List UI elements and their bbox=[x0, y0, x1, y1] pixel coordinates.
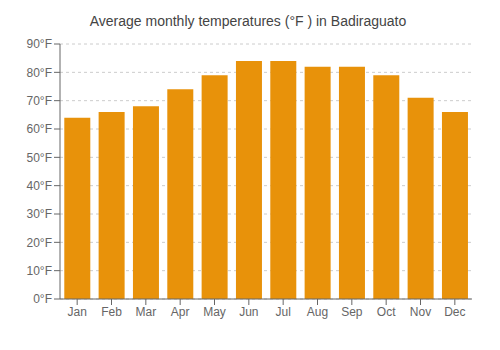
svg-text:10°F: 10°F bbox=[27, 264, 52, 278]
svg-text:Aug: Aug bbox=[307, 305, 328, 319]
svg-text:Sep: Sep bbox=[341, 305, 363, 319]
svg-text:20°F: 20°F bbox=[27, 236, 52, 250]
svg-text:70°F: 70°F bbox=[27, 94, 52, 108]
svg-text:40°F: 40°F bbox=[27, 179, 52, 193]
svg-text:0°F: 0°F bbox=[33, 292, 52, 306]
svg-text:90°F: 90°F bbox=[27, 37, 52, 51]
svg-text:Dec: Dec bbox=[444, 305, 465, 319]
svg-text:Jun: Jun bbox=[239, 305, 258, 319]
svg-text:Feb: Feb bbox=[101, 305, 122, 319]
html-text:Average monthly temperatures (: Average monthly temperatures (°F ) in Ba… bbox=[89, 13, 407, 29]
svg-text:Jul: Jul bbox=[275, 305, 290, 319]
svg-text:80°F: 80°F bbox=[27, 66, 52, 80]
svg-text:30°F: 30°F bbox=[27, 207, 52, 221]
svg-text:Oct: Oct bbox=[377, 305, 396, 319]
svg-text:May: May bbox=[203, 305, 226, 319]
svg-text:Apr: Apr bbox=[171, 305, 190, 319]
svg-text:Nov: Nov bbox=[410, 305, 431, 319]
svg-text:Mar: Mar bbox=[135, 305, 156, 319]
svg-text:60°F: 60°F bbox=[27, 122, 52, 136]
svg-text:50°F: 50°F bbox=[27, 151, 52, 165]
svg-text:Jan: Jan bbox=[67, 305, 86, 319]
